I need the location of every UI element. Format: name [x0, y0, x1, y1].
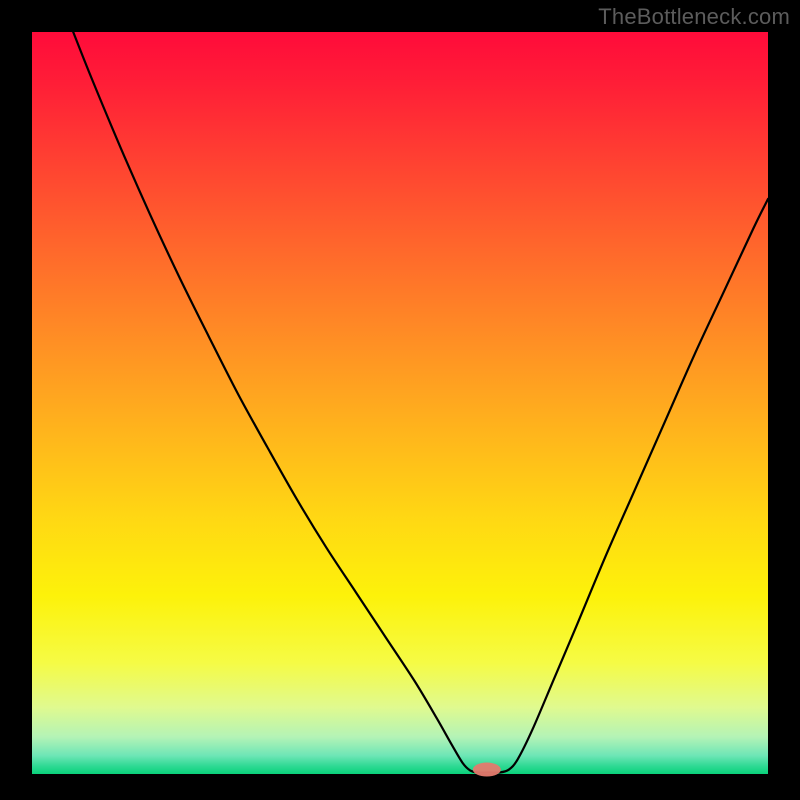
bottleneck-chart	[0, 0, 800, 800]
optimal-marker	[473, 763, 501, 777]
watermark-text: TheBottleneck.com	[598, 4, 790, 30]
chart-container: TheBottleneck.com	[0, 0, 800, 800]
gradient-background	[32, 32, 768, 774]
